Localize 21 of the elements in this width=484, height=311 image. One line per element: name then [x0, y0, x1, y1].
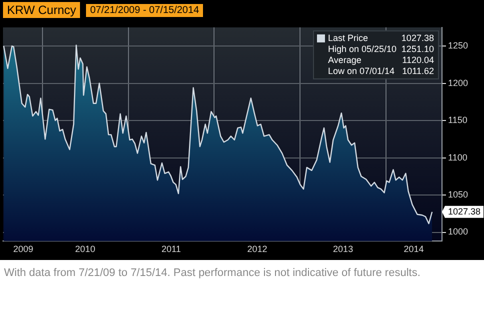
y-tick-label: 1100	[448, 152, 468, 162]
x-tick-label: 2013	[333, 244, 354, 254]
text: Average 1120.04	[328, 54, 434, 65]
chart-title: KRW Curncy	[3, 2, 80, 18]
text: With data from 7/21/09 to 7/15/14. Past performance is not indicative of future results.	[3, 266, 422, 280]
y-tick-label: 1150	[448, 115, 468, 126]
y-tick-label: 1250	[448, 40, 468, 51]
x-tick-label: 2014	[404, 244, 424, 254]
annotation: 1027.38	[401, 32, 434, 43]
x-tick-label: 2011	[161, 244, 181, 254]
annotation: Low on 07/01/14 1011.62	[328, 66, 434, 76]
y-tick-label: 1200	[448, 78, 468, 88]
y-tick-label: 1000	[448, 226, 468, 237]
legend-label: Last Price	[328, 32, 368, 43]
annotation: 1027.38	[448, 206, 481, 216]
y-tick-label: 1050	[448, 190, 468, 200]
x-tick-label: 2010	[75, 244, 96, 254]
annotation: High on 05/25/10 1251.10	[328, 44, 434, 54]
chart-subtitle: 07/21/2009 - 07/15/2014	[86, 4, 204, 16]
x-tick-label: 2012	[247, 244, 268, 254]
x-tick-label: 2009	[13, 244, 34, 254]
